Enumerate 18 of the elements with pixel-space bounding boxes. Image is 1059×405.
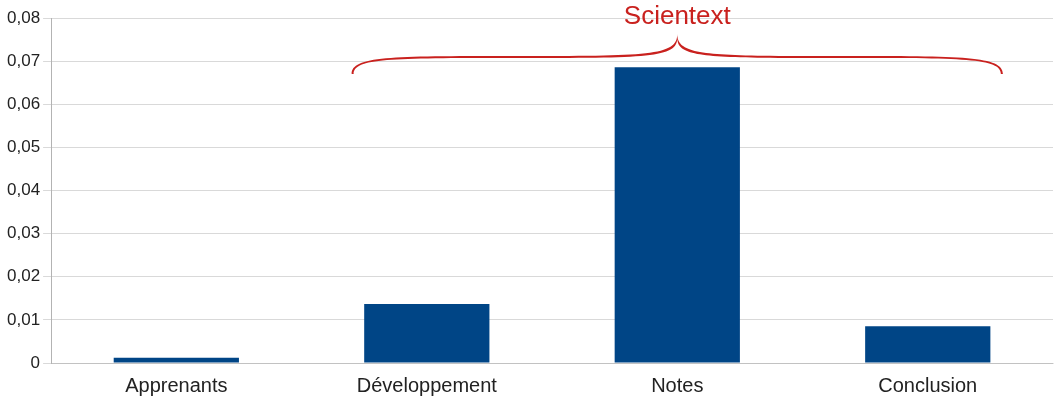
y-tick-label: 0,06 [6, 93, 41, 113]
x-tick-label: Apprenants [125, 373, 228, 396]
bar [614, 67, 740, 363]
x-tick-label: Notes [651, 373, 704, 396]
y-tick-label: 0,05 [6, 137, 41, 157]
y-tick-label: 0,08 [6, 7, 41, 27]
y-tick-label: 0,02 [6, 266, 41, 286]
y-tick-label: 0,01 [6, 309, 41, 329]
x-tick-label: Développement [356, 373, 498, 396]
y-tick-label: 0,04 [6, 180, 41, 200]
y-tick-label: 0,07 [6, 50, 41, 70]
bar [364, 303, 490, 363]
annotation: Scientext [623, 0, 731, 31]
x-tick-label: Conclusion [878, 373, 978, 396]
bar [865, 326, 991, 363]
bar [113, 357, 239, 363]
y-tick-label: 0,03 [6, 223, 41, 243]
y-tick-label: 0 [30, 352, 41, 372]
